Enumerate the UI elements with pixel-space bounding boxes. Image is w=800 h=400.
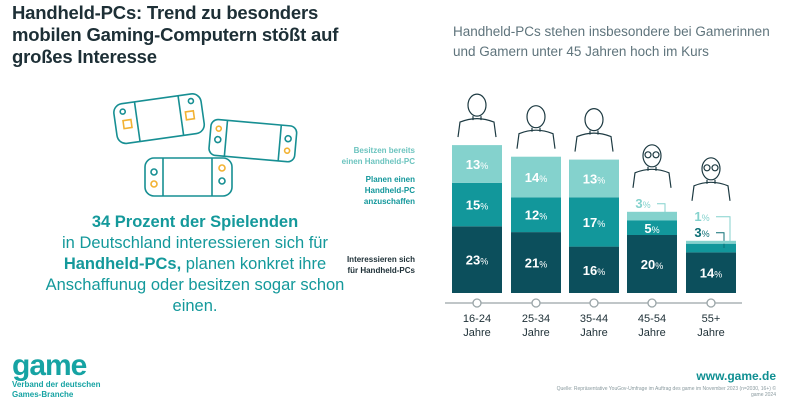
data-label: 21% xyxy=(525,256,547,271)
bar-segment xyxy=(452,145,502,183)
legend-item: Besitzen bereits einen Handheld-PC xyxy=(295,145,415,167)
game-logo: game Verband der deutschen Games-Branche xyxy=(12,349,122,400)
lead-text-1: in Deutschland interessieren sich für xyxy=(62,234,328,252)
data-label: 17% xyxy=(583,215,605,230)
handheld-icon xyxy=(208,118,298,163)
legend-label: Besitzen bereits xyxy=(353,146,415,155)
legend-label: einen Handheld-PC xyxy=(341,157,415,166)
lead-text-2: planen konkret ihre Anschaffunug oder be… xyxy=(45,255,345,315)
bar-segment xyxy=(511,156,561,198)
x-tick-label: 25-34 xyxy=(522,313,550,325)
handheld-icon xyxy=(144,157,233,197)
x-tick-label: 35-44 xyxy=(580,313,608,325)
data-label: 5% xyxy=(644,221,659,236)
website-link[interactable]: www.game.de xyxy=(696,369,776,383)
data-label: 15% xyxy=(466,198,488,213)
legend-label: Handheld-PC xyxy=(364,186,415,195)
person-icon xyxy=(516,105,556,149)
legend-label: anzuschaffen xyxy=(363,197,415,206)
x-tick-label: Jahre xyxy=(580,327,608,339)
x-tick-label: Jahre xyxy=(697,327,725,339)
chart-title: Handheld-PCs stehen insbesondere bei Gam… xyxy=(453,24,770,59)
data-label: 12% xyxy=(525,208,547,223)
x-tick-label: 45-54 xyxy=(638,313,666,325)
data-label: 16% xyxy=(583,263,605,278)
legend-label: Interessieren sich xyxy=(346,255,415,264)
bar-segment xyxy=(569,159,619,198)
data-label: 20% xyxy=(641,257,663,272)
page-title: Handheld-PCs: Trend zu besonders mobilen… xyxy=(12,2,339,67)
x-tick-label: Jahre xyxy=(638,327,666,339)
axis-marker xyxy=(589,298,599,308)
x-tick-label: 16-24 xyxy=(463,313,491,325)
bar-segment xyxy=(627,211,677,221)
logo-wordmark: game xyxy=(12,349,87,382)
legend-label: für Handheld-PCs xyxy=(347,266,415,275)
x-tick-label: 55+ xyxy=(702,313,721,325)
data-label: 13% xyxy=(466,157,488,172)
data-label: 14% xyxy=(525,170,547,185)
axis-marker xyxy=(706,298,716,308)
bar-segment xyxy=(452,182,502,227)
bar-segment xyxy=(686,240,736,244)
person-icon xyxy=(574,107,614,152)
bar-segment xyxy=(627,220,677,235)
source-note: Quelle: Repräsentative YouGov-Umfrage im… xyxy=(556,386,776,398)
bar-segment xyxy=(627,235,677,293)
lead-text: 34 Prozent der Spielenden in Deutschland… xyxy=(30,212,360,317)
bar-segment xyxy=(511,197,561,233)
data-label: 3% xyxy=(635,196,650,211)
handheld-icon xyxy=(113,93,206,145)
data-label: 3% xyxy=(694,225,709,240)
bar-segment xyxy=(452,226,502,293)
legend-item: Planen einen Handheld-PC anzuschaffen xyxy=(295,174,415,207)
bar-segment xyxy=(686,252,736,293)
x-tick-label: Jahre xyxy=(522,327,550,339)
lead-highlight: Handheld-PCs, xyxy=(63,255,182,273)
lead-headline: 34 Prozent der Spielenden xyxy=(91,213,299,231)
person-icon xyxy=(632,144,672,188)
data-label: 13% xyxy=(583,171,605,186)
person-icon xyxy=(691,157,731,201)
data-label: 23% xyxy=(466,253,488,268)
axis-marker xyxy=(647,298,657,308)
legend-item: Interessieren sich für Handheld-PCs xyxy=(295,254,415,276)
callout-line xyxy=(657,203,666,217)
person-icon xyxy=(457,93,497,138)
handheld-controllers-illustration xyxy=(113,93,298,197)
data-label: 1% xyxy=(694,209,709,224)
bar-segment xyxy=(569,197,619,247)
x-tick-label: Jahre xyxy=(463,327,491,339)
bar-segment xyxy=(511,232,561,293)
axis-marker xyxy=(472,298,482,308)
legend-label: Planen einen xyxy=(365,175,415,184)
axis-marker xyxy=(531,298,541,308)
bar-segment xyxy=(686,243,736,253)
logo-subtitle: Verband der deutschen Games-Branche xyxy=(12,380,101,399)
bar-segment xyxy=(569,246,619,293)
callout-line xyxy=(716,216,731,243)
stacked-bar-chart: 23% 15% 13% 16-24 Jahre 21% 12% 14% 25-34 Jahre 16… xyxy=(445,93,742,339)
data-label: 14% xyxy=(700,266,722,281)
